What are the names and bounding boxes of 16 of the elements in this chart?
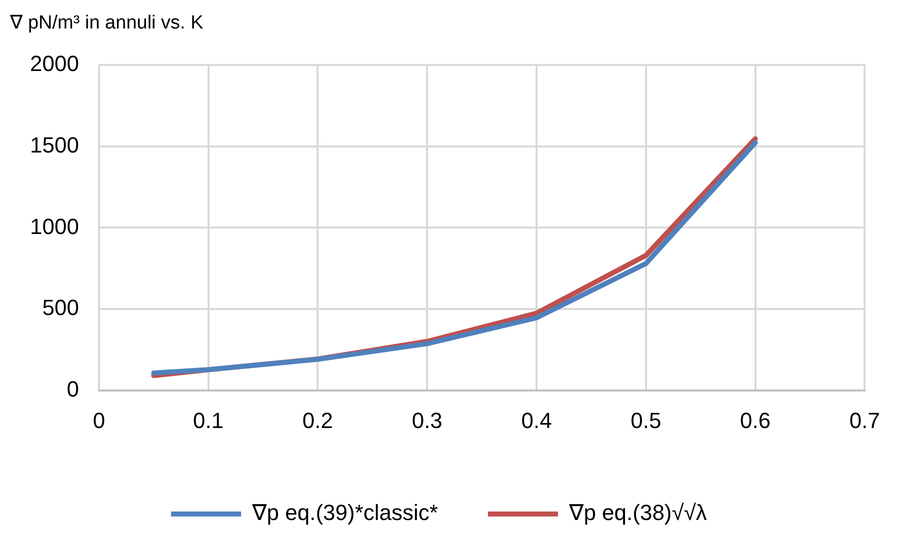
x-tick-label: 0 <box>92 408 106 433</box>
y-tick-label: 1500 <box>30 132 79 158</box>
x-tick-label: 0.6 <box>740 408 771 433</box>
legend-label: ∇p eq.(39)*classic* <box>251 500 438 526</box>
x-tick-label: 0.3 <box>412 408 442 433</box>
x-tick-label: 0.2 <box>302 408 334 433</box>
x-tick-label: 0.5 <box>630 408 662 433</box>
x-tick-label: 0.1 <box>193 408 224 433</box>
y-tick-label: 2000 <box>30 50 79 76</box>
y-tick-label: 0 <box>66 376 79 402</box>
y-tick-label: 1000 <box>30 214 79 239</box>
x-tick-label: 0.4 <box>521 408 552 433</box>
legend-label: ∇p eq.(38)√√λ <box>568 500 707 526</box>
x-tick-label: 0.7 <box>849 408 880 433</box>
chart-title: ∇ pN/m³ in annuli vs. K <box>9 12 204 34</box>
y-tick-label: 500 <box>42 295 79 320</box>
